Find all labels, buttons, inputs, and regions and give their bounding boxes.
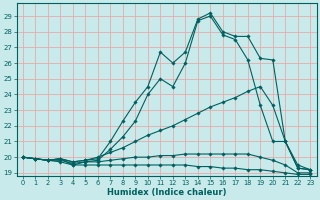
X-axis label: Humidex (Indice chaleur): Humidex (Indice chaleur) bbox=[107, 188, 226, 197]
